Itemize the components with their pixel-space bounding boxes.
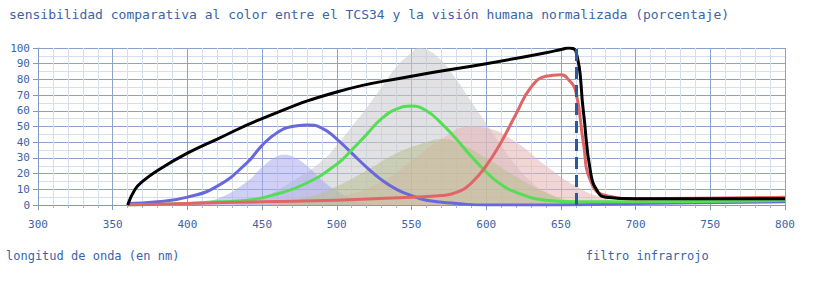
svg-text:70: 70 — [17, 89, 30, 102]
svg-text:350: 350 — [103, 218, 123, 231]
svg-text:sensibilidad comparativa al co: sensibilidad comparativa al color entre … — [9, 7, 729, 22]
svg-text:30: 30 — [17, 151, 30, 164]
svg-text:40: 40 — [17, 136, 30, 149]
svg-text:300: 300 — [28, 218, 48, 231]
svg-text:filtro infrarrojo: filtro infrarrojo — [586, 249, 709, 263]
svg-text:700: 700 — [626, 218, 646, 231]
svg-text:550: 550 — [402, 218, 422, 231]
svg-text:800: 800 — [775, 218, 795, 231]
svg-text:100: 100 — [10, 42, 30, 55]
svg-text:450: 450 — [252, 218, 272, 231]
svg-text:650: 650 — [551, 218, 571, 231]
svg-text:80: 80 — [17, 73, 30, 86]
svg-text:600: 600 — [476, 218, 496, 231]
svg-text:400: 400 — [177, 218, 197, 231]
svg-text:0: 0 — [23, 199, 30, 212]
svg-text:20: 20 — [17, 167, 30, 180]
svg-text:longitud de onda (en nm): longitud de onda (en nm) — [6, 249, 179, 263]
svg-text:90: 90 — [17, 57, 30, 70]
svg-text:750: 750 — [700, 218, 720, 231]
svg-text:50: 50 — [17, 120, 30, 133]
svg-text:500: 500 — [327, 218, 347, 231]
svg-text:10: 10 — [17, 183, 30, 196]
svg-text:60: 60 — [17, 104, 30, 117]
